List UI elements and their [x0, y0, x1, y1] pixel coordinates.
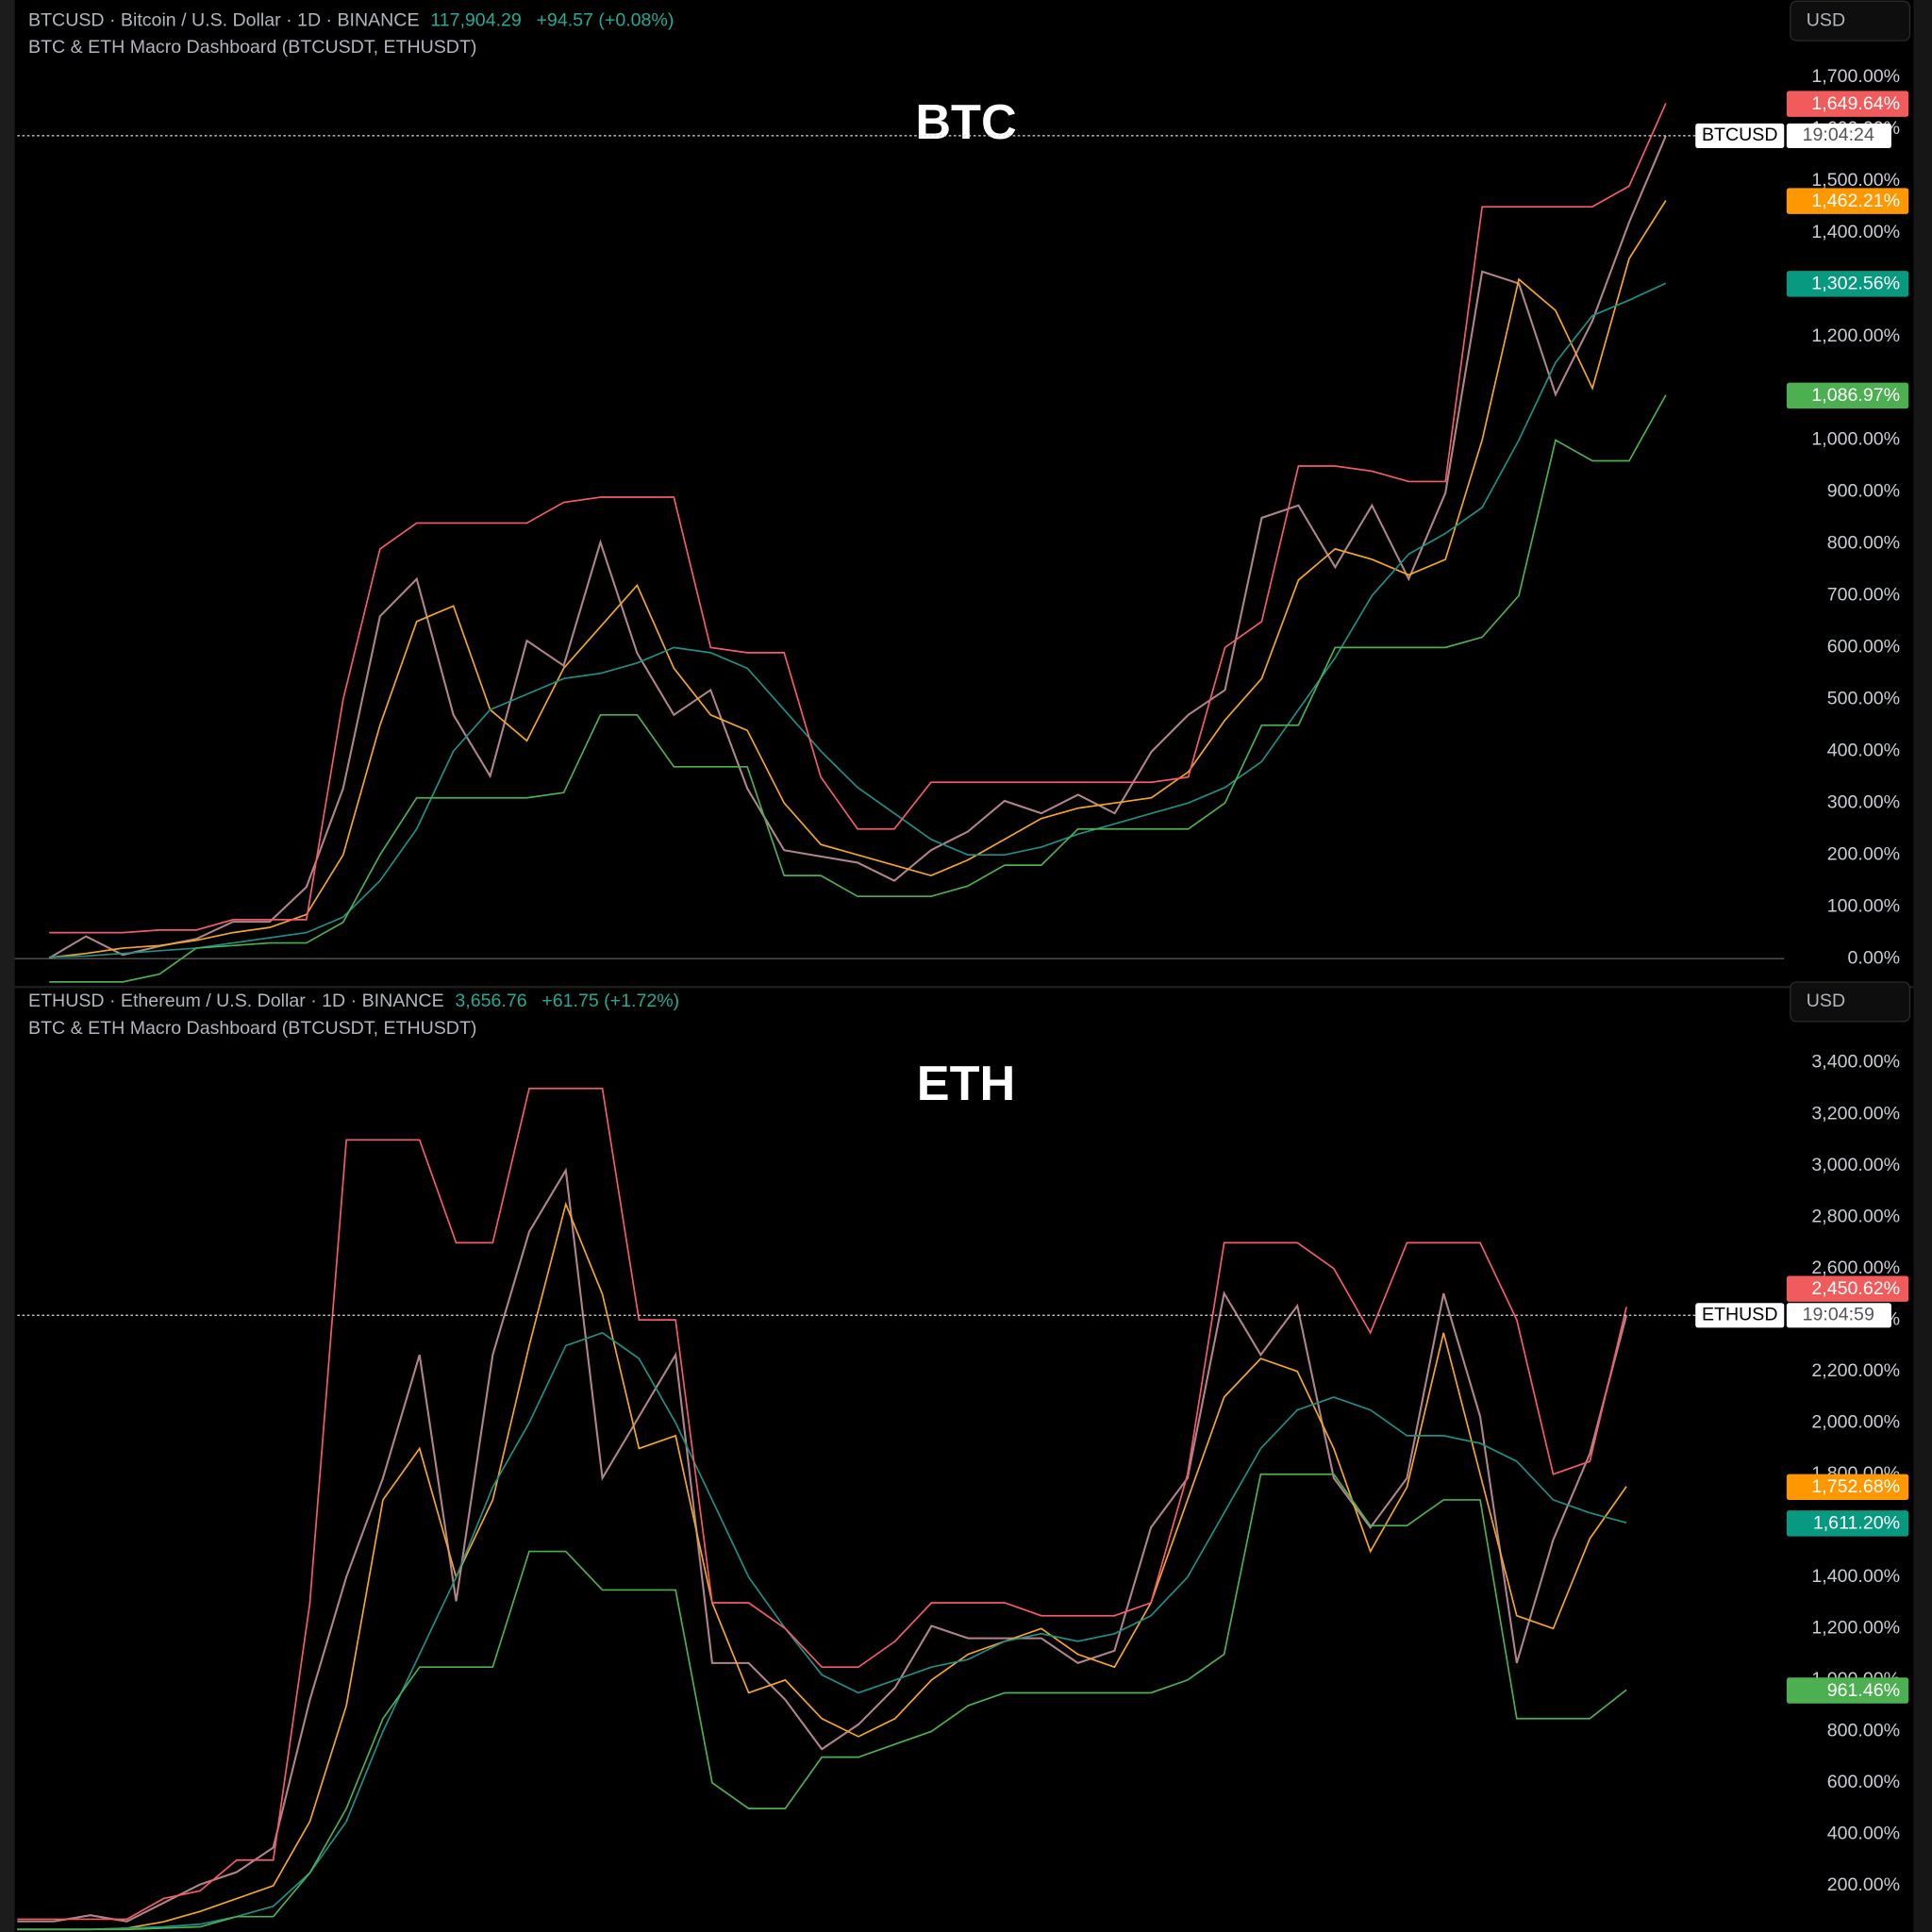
price-tag-label: 1,462.21%: [1811, 191, 1900, 211]
y-tick-label: 1,400.00%: [1811, 1566, 1900, 1587]
y-tick-label: 2,600.00%: [1811, 1257, 1900, 1278]
y-tick-label: 1,200.00%: [1811, 1617, 1900, 1638]
y-tick-label: 0.00%: [1848, 947, 1901, 968]
y-tick-label: 500.00%: [1827, 688, 1900, 708]
last-price: 3,656.76: [455, 991, 526, 1011]
price-tag-label: 1,649.64%: [1811, 93, 1900, 114]
series-line: [17, 1167, 1628, 1923]
y-tick-label: 800.00%: [1827, 1721, 1900, 1741]
countdown-label: 19:04:59: [1803, 1304, 1874, 1324]
y-tick-label: 3,000.00%: [1811, 1155, 1900, 1175]
left-border: [0, 0, 15, 1932]
countdown-tag: [1786, 123, 1891, 148]
y-tick-label: 1,000.00%: [1811, 429, 1900, 450]
price-tag-label: 1,752.68%: [1811, 1476, 1900, 1497]
price-tag: [1786, 271, 1909, 297]
symbol-tag: [1695, 1303, 1785, 1328]
currency-label: USD: [1807, 9, 1845, 30]
series-line: [49, 200, 1667, 958]
price-tag: [1786, 1677, 1909, 1704]
y-tick-label: 100.00%: [1827, 895, 1900, 916]
y-tick-label: 300.00%: [1827, 791, 1900, 812]
y-tick-label: 200.00%: [1827, 1874, 1900, 1895]
price-tag-label: 2,450.62%: [1811, 1278, 1900, 1299]
y-tick-label: 400.00%: [1827, 1824, 1900, 1844]
series-line: [17, 1201, 1627, 1931]
price-tag: [1786, 188, 1909, 214]
y-tick-label: 600.00%: [1827, 1772, 1900, 1792]
price-tag-label: 1,611.20%: [1813, 1513, 1900, 1534]
series-line: [48, 135, 1667, 959]
series-line: [17, 1473, 1627, 1931]
series-line: [49, 282, 1667, 958]
symbol-tag-label: BTCUSD: [1702, 125, 1778, 145]
price-tag: [1786, 382, 1909, 409]
series-line: [17, 1087, 1627, 1921]
chart-title: ETH: [917, 1057, 1015, 1111]
chart-title: BTC: [915, 95, 1016, 150]
price-tag: [1786, 91, 1909, 117]
countdown-label: 19:04:24: [1803, 125, 1874, 145]
y-tick-label: 2,800.00%: [1811, 1206, 1900, 1226]
price-tag: [1786, 1275, 1909, 1302]
indicator-name: BTC & ETH Macro Dashboard (BTCUSDT, ETHU…: [28, 1018, 476, 1039]
y-tick-label: 200.00%: [1827, 843, 1900, 864]
indicator-name: BTC & ETH Macro Dashboard (BTCUSDT, ETHU…: [28, 37, 476, 58]
currency-button[interactable]: [1790, 0, 1911, 42]
y-tick-label: 1,400.00%: [1811, 222, 1900, 242]
price-change: +94.57 (+0.08%): [537, 9, 675, 30]
y-tick-label: 3,200.00%: [1811, 1103, 1900, 1124]
y-tick-label: 1,200.00%: [1811, 325, 1900, 346]
price-tag: [1786, 1510, 1909, 1537]
y-tick-label: 3,400.00%: [1811, 1052, 1900, 1073]
y-tick-label: 700.00%: [1827, 585, 1900, 606]
pane-gap: [14, 985, 1914, 989]
series-line: [49, 103, 1667, 934]
series-line: [17, 1331, 1627, 1931]
y-tick-label: 1,500.00%: [1811, 170, 1900, 191]
countdown-tag: [1786, 1303, 1891, 1328]
y-tick-label: 2,000.00%: [1811, 1411, 1900, 1432]
y-tick-label: 400.00%: [1827, 740, 1900, 760]
plot: [48, 103, 1667, 983]
y-tick-label: 600.00%: [1827, 637, 1900, 658]
y-tick-label: 900.00%: [1827, 481, 1900, 502]
price-tag: [1786, 1474, 1909, 1501]
currency-label: USD: [1807, 991, 1845, 1011]
y-tick-label: 2,200.00%: [1811, 1360, 1900, 1381]
symbol-info: ETHUSD · Ethereum / U.S. Dollar · 1D · B…: [28, 991, 444, 1011]
series-line: [49, 394, 1667, 983]
currency-button[interactable]: [1790, 981, 1911, 1023]
symbol-info: BTCUSD · Bitcoin / U.S. Dollar · 1D · BI…: [28, 9, 419, 30]
price-tag-label: 1,086.97%: [1811, 385, 1900, 406]
last-price: 117,904.29: [430, 9, 522, 30]
y-tick-label: 800.00%: [1827, 533, 1900, 554]
symbol-tag: [1695, 123, 1785, 148]
symbol-tag-label: ETHUSD: [1702, 1304, 1778, 1324]
price-tag-label: 961.46%: [1827, 1680, 1900, 1701]
price-change: +61.75 (+1.72%): [541, 991, 679, 1011]
plot: [17, 1087, 1628, 1931]
y-tick-label: 1,700.00%: [1811, 66, 1900, 87]
price-tag-label: 1,302.56%: [1811, 274, 1900, 294]
right-border: [1913, 0, 1932, 1932]
